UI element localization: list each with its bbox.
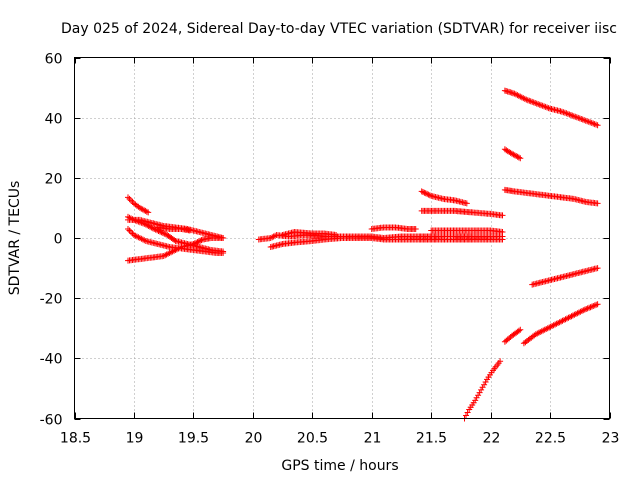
series-arc-16 <box>501 301 601 347</box>
data-point-cluster <box>267 235 506 250</box>
data-marks <box>125 87 601 422</box>
y-tick-label: 0 <box>54 232 63 248</box>
data-point-cluster <box>125 235 227 264</box>
data-point-cluster <box>501 146 524 162</box>
chart-title: Day 025 of 2024, Sidereal Day-to-day VTE… <box>61 21 617 37</box>
series-arc-12 <box>501 87 601 129</box>
y-tick-label: -60 <box>40 413 63 429</box>
series-arc-9 <box>368 224 506 235</box>
y-tick-label: 60 <box>45 52 63 68</box>
series-arc-5 <box>125 235 227 264</box>
x-tick-label: 18.5 <box>60 431 91 447</box>
data-point-cluster <box>418 188 470 207</box>
x-tick-label: 20.5 <box>297 431 328 447</box>
data-point-cluster <box>501 326 524 345</box>
x-tick-label: 21.5 <box>416 431 447 447</box>
series-arc-8 <box>279 229 340 238</box>
axis-ticks <box>74 57 611 420</box>
series-arc-14 <box>501 186 601 207</box>
x-tick-label: 19.5 <box>178 431 209 447</box>
y-tick-label: 20 <box>45 172 63 188</box>
x-axis-label: GPS time / hours <box>281 458 398 474</box>
data-point-cluster <box>501 186 601 207</box>
data-point-cluster <box>368 224 419 232</box>
data-point-cluster <box>520 301 601 347</box>
y-axis-label: SDTVAR / TECUs <box>7 181 23 296</box>
x-tick-label: 19 <box>126 431 144 447</box>
data-point-cluster <box>279 229 340 238</box>
series-arc-7 <box>267 235 506 250</box>
data-point-cluster <box>501 87 601 129</box>
data-point-cluster <box>125 194 152 216</box>
series-arc-13 <box>501 146 524 162</box>
x-tick-label: 21 <box>364 431 382 447</box>
series-arc-11 <box>418 207 506 219</box>
series-arc-17 <box>461 358 504 422</box>
x-tick-label: 22 <box>483 431 501 447</box>
x-tick-label: 23 <box>602 431 620 447</box>
x-tick-label: 20 <box>245 431 263 447</box>
data-point-cluster <box>461 358 504 422</box>
data-point-cluster <box>529 265 601 288</box>
x-tick-label: 22.5 <box>535 431 566 447</box>
y-tick-label: -20 <box>40 292 63 308</box>
series-arc-10 <box>418 188 470 207</box>
tick-labels: 18.5 19 19.5 20 20.5 21 21.5 22 22.5 23 -60 -40 -20 0… <box>40 52 620 447</box>
series-arc-15 <box>529 265 601 288</box>
y-tick-label: -40 <box>40 352 63 368</box>
data-point-cluster <box>418 207 506 219</box>
data-point-cluster <box>428 227 506 235</box>
y-tick-label: 40 <box>45 112 63 128</box>
